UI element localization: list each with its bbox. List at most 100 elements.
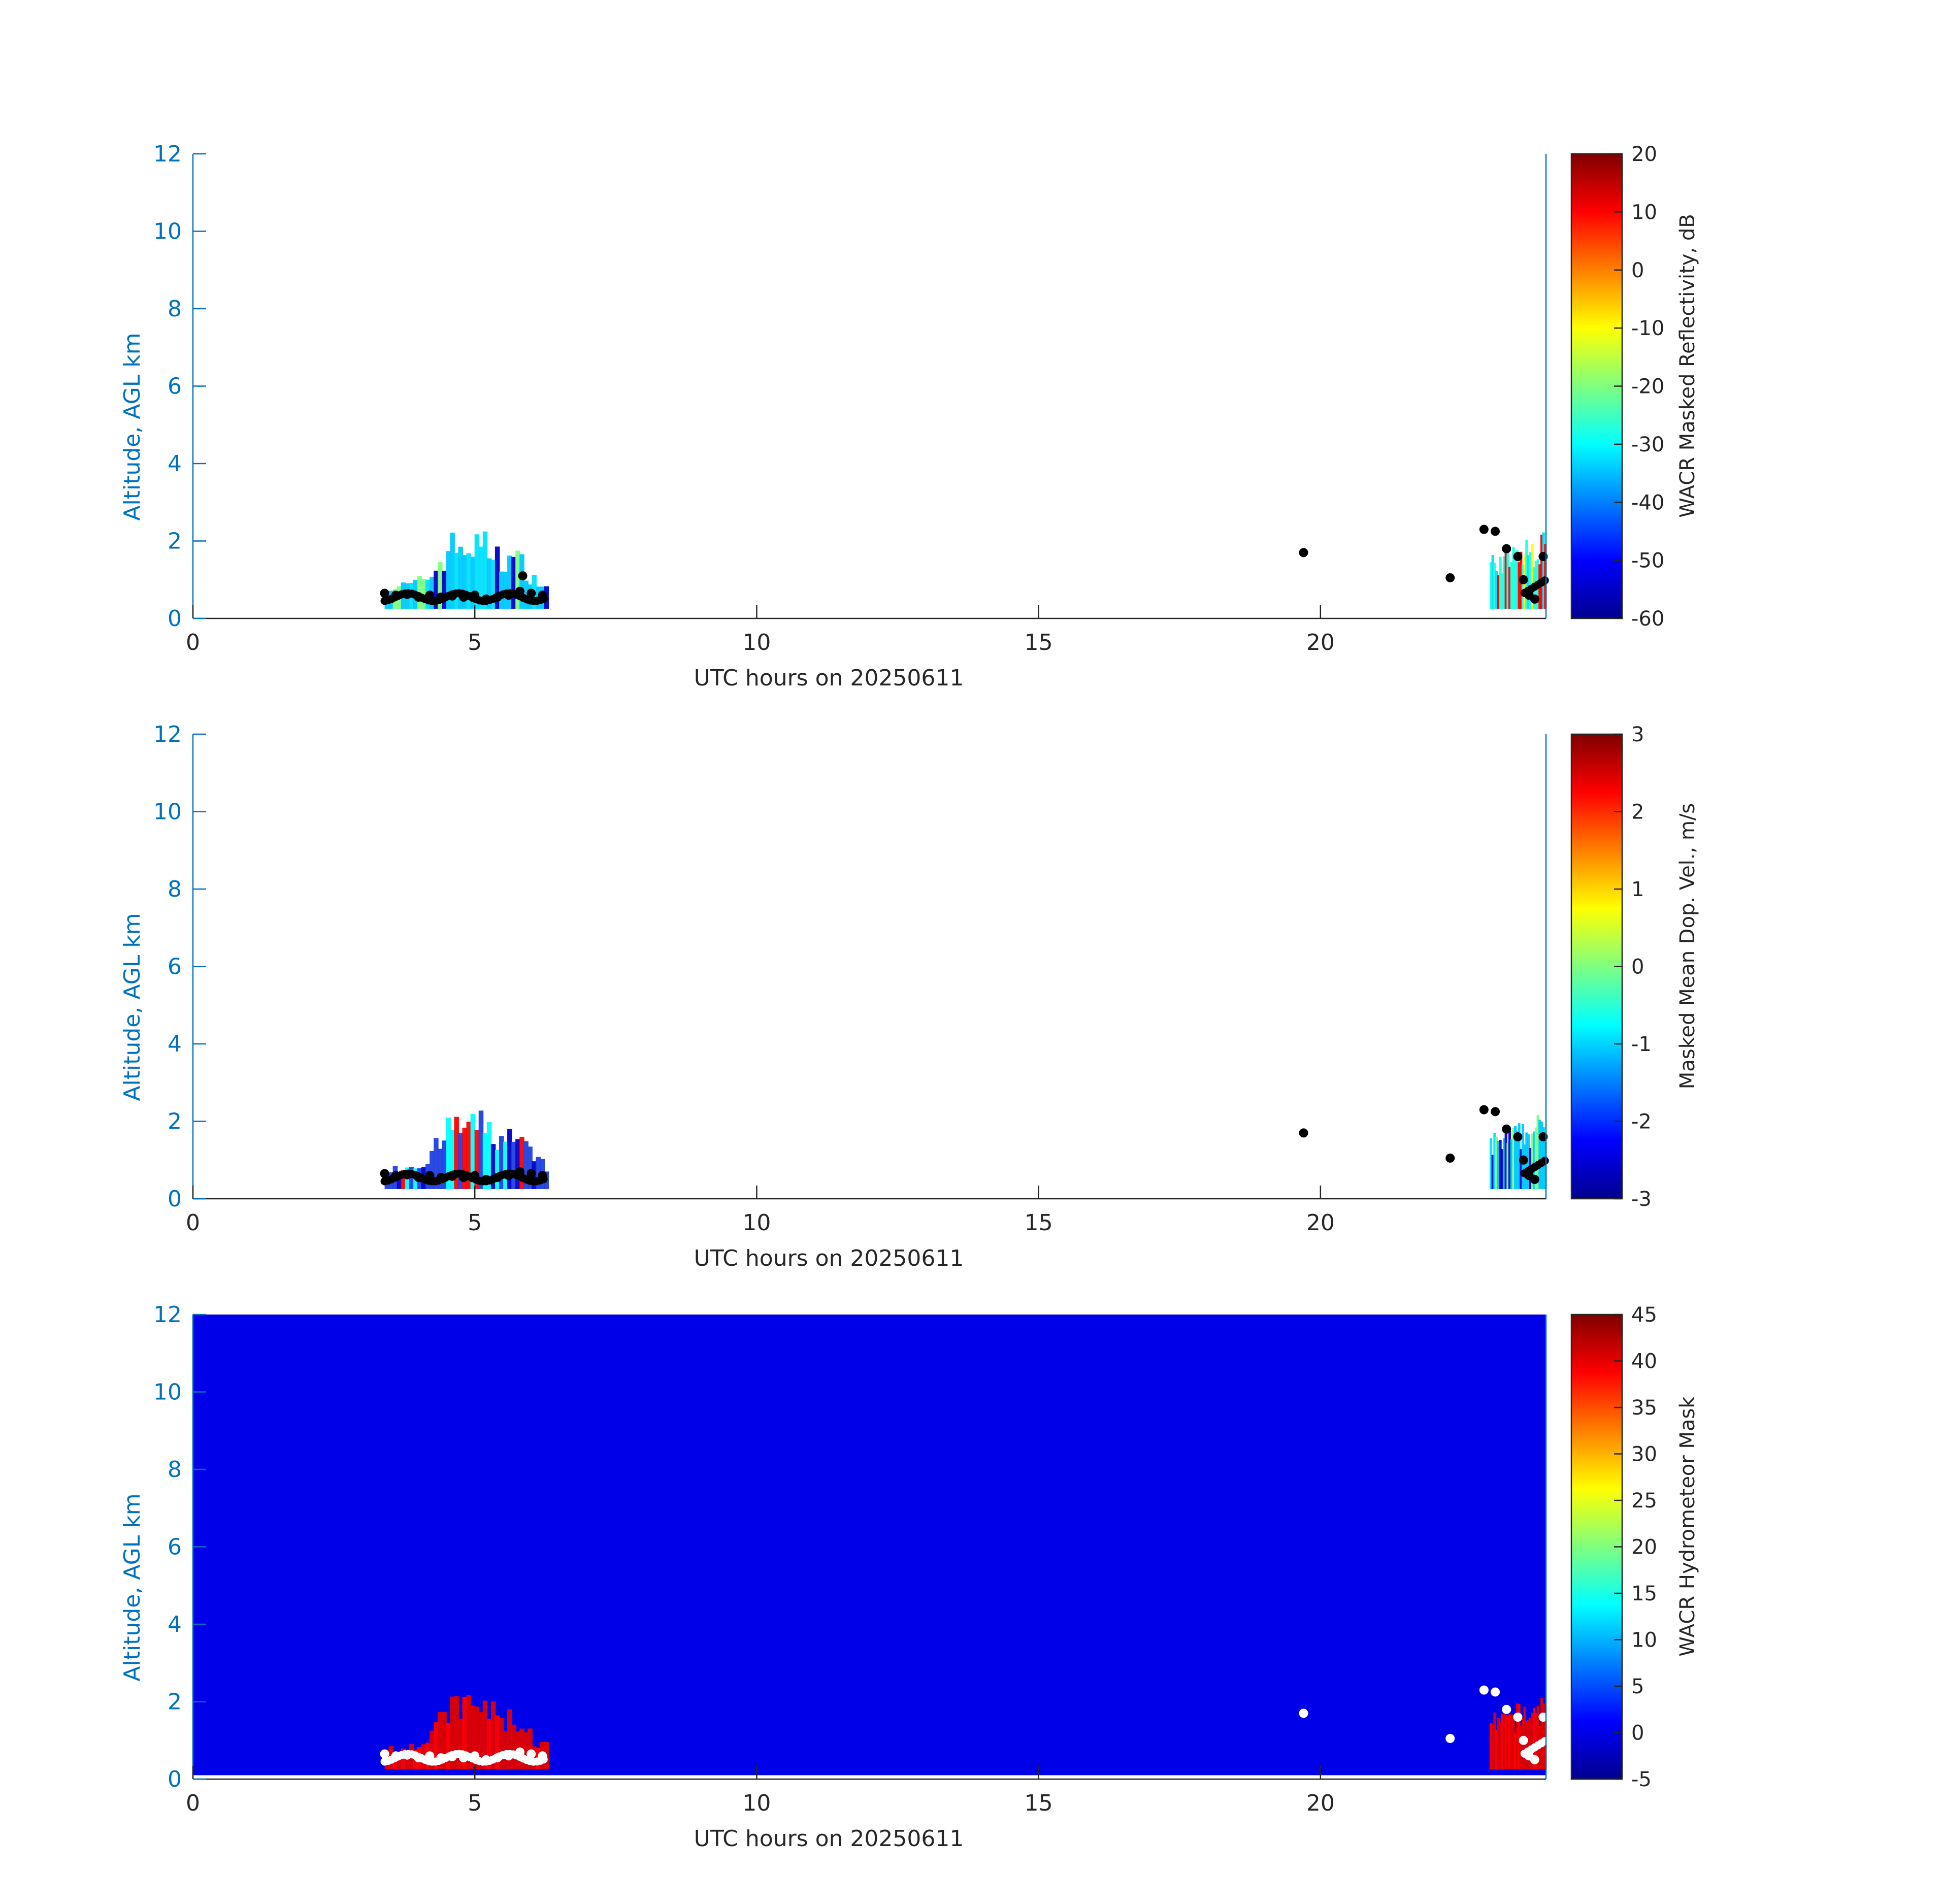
- cloud-streak: [486, 1719, 492, 1769]
- y-tick-label: 0: [168, 606, 182, 632]
- cloud-streak: [1506, 547, 1509, 609]
- colorbar-tick-label: 35: [1631, 1396, 1657, 1420]
- cloud-base-point: [1502, 1124, 1511, 1134]
- colorbar-tick-label: 20: [1631, 143, 1657, 166]
- cloud-base-point: [1491, 527, 1500, 536]
- x-axis-label: UTC hours on 20250611: [694, 665, 964, 691]
- x-tick-label: 5: [468, 1790, 482, 1816]
- cloud-streak: [1529, 552, 1532, 609]
- plot-background: [193, 1315, 1546, 1776]
- colorbar-tick-label: 25: [1631, 1489, 1657, 1513]
- y-tick-label: 2: [168, 529, 182, 554]
- cloud-base-point: [1445, 1733, 1455, 1743]
- cloud-streak: [1499, 556, 1502, 609]
- y-tick-label: 12: [153, 141, 182, 167]
- cloud-streak: [499, 1718, 504, 1769]
- y-tick-label: 0: [168, 1766, 182, 1792]
- cloud-streak: [442, 1140, 447, 1189]
- cloud-streak: [450, 1696, 455, 1769]
- cloud-streak: [466, 1695, 472, 1769]
- colorbar-tick-label: -40: [1631, 491, 1664, 514]
- cloud-streak: [1527, 1720, 1530, 1769]
- x-tick-label: 0: [186, 1790, 200, 1816]
- cloud-streak: [397, 1171, 402, 1189]
- cloud-base-point: [539, 595, 548, 603]
- cloud-streak: [430, 1730, 435, 1769]
- y-tick-label: 8: [168, 1457, 182, 1483]
- cloud-streak: [1525, 1721, 1528, 1769]
- colorbar-tick-label: 1: [1631, 878, 1644, 901]
- y-axis-label: Altitude, AGL km: [119, 1493, 145, 1681]
- y-tick-label: 8: [168, 296, 182, 322]
- cloud-base-point: [380, 1169, 389, 1178]
- x-tick-label: 5: [468, 1210, 482, 1236]
- colorbar-tick-label: 10: [1631, 1629, 1657, 1652]
- cloud-streak: [499, 571, 504, 609]
- cloud-streak: [1540, 1121, 1543, 1189]
- cloud-streak: [1506, 1715, 1509, 1769]
- cloud-base-point: [1519, 1735, 1528, 1745]
- cloud-base-point: [1513, 552, 1523, 561]
- cloud-streak: [458, 1133, 464, 1189]
- colorbar-tick-label: -50: [1631, 549, 1664, 573]
- cloud-base-point: [526, 1749, 536, 1759]
- cloud-streak: [1510, 1139, 1513, 1189]
- cloud-base-point: [1513, 1132, 1523, 1141]
- cloud-streak: [474, 1130, 480, 1189]
- cloud-streak: [462, 555, 468, 609]
- cloud-streak: [1510, 562, 1513, 609]
- cloud-streak: [523, 1732, 529, 1769]
- x-tick-label: 5: [468, 630, 482, 655]
- cloud-streak: [454, 1117, 459, 1189]
- y-tick-label: 6: [168, 374, 182, 400]
- cloud-streak: [511, 1141, 516, 1189]
- colorbar-tick-label: 40: [1631, 1350, 1657, 1373]
- cloud-streak: [1489, 1138, 1493, 1189]
- cloud-streak: [1491, 554, 1494, 609]
- cloud-base-point: [380, 588, 389, 598]
- panel-3: 0 2 4 6 8 10 12 0 5 10 15 20 UTC hours on 20250611 Al…: [119, 1302, 1699, 1852]
- cloud-streak: [446, 551, 451, 609]
- cloud-streak: [1495, 1137, 1498, 1189]
- cloud-streak: [1538, 1120, 1541, 1189]
- cloud-streak: [523, 1141, 529, 1189]
- cloud-streak: [519, 554, 524, 609]
- colorbar-tick-label: 0: [1631, 956, 1644, 979]
- cloud-streak: [1501, 1714, 1504, 1769]
- cloud-streak: [1518, 562, 1521, 609]
- x-tick-label: 0: [186, 630, 200, 655]
- cloud-streak: [1493, 1712, 1496, 1769]
- cloud-streak: [1540, 1698, 1543, 1769]
- cloud-streak: [1501, 572, 1504, 609]
- x-tick-label: 20: [1306, 1790, 1335, 1816]
- cloud-streak: [1516, 1131, 1519, 1189]
- colorbar-tick-label: 20: [1631, 1536, 1657, 1559]
- cloud-streak: [1533, 1131, 1536, 1189]
- cloud-streak: [1536, 1114, 1539, 1189]
- x-tick-label: 15: [1025, 630, 1053, 655]
- colorbar-tick-label: -60: [1631, 607, 1664, 631]
- cloud-streak: [454, 552, 459, 609]
- y-tick-label: 4: [168, 1031, 182, 1057]
- x-tick-label: 15: [1025, 1790, 1053, 1816]
- cloud-streak: [1495, 571, 1498, 609]
- y-tick-label: 10: [153, 799, 182, 825]
- cloud-streak: [438, 562, 443, 609]
- cloud-streak: [1533, 1708, 1536, 1769]
- cloud-streak: [1508, 1131, 1511, 1189]
- cloud-streak: [1529, 1718, 1532, 1769]
- cloud-streak: [470, 1705, 476, 1769]
- cloud-streak: [1497, 575, 1500, 609]
- cloud-streak: [430, 1151, 435, 1189]
- cloud-base-point: [1491, 1687, 1500, 1697]
- cloud-streak: [1504, 1715, 1507, 1769]
- colorbar-tick-label: 45: [1631, 1303, 1657, 1327]
- cloud-streak: [1518, 1123, 1521, 1189]
- cloud-streak: [486, 1122, 492, 1189]
- cloud-streak: [1504, 1130, 1507, 1189]
- x-tick-label: 20: [1306, 1210, 1335, 1236]
- colorbar-tick-label: 30: [1631, 1443, 1657, 1466]
- colorbar-gradient: [1570, 733, 1623, 1200]
- cloud-streak: [1502, 1710, 1506, 1769]
